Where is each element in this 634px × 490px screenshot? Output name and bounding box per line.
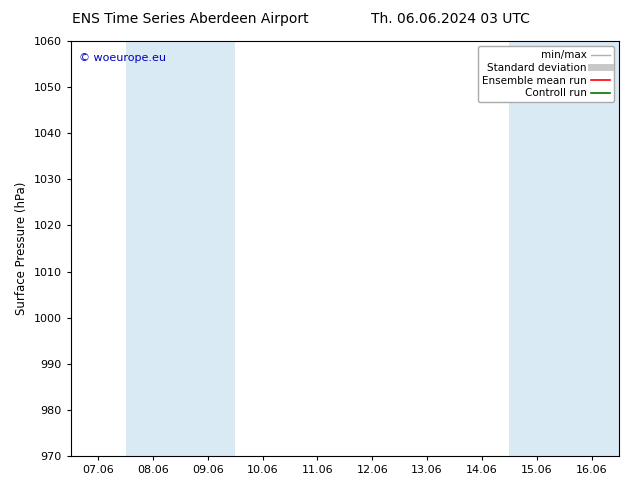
Title: ENS Time Series Aberdeen Airport    Th. 06.06.2024 03 UTC: ENS Time Series Aberdeen Airport Th. 06.… xyxy=(0,489,1,490)
Text: Th. 06.06.2024 03 UTC: Th. 06.06.2024 03 UTC xyxy=(371,12,529,26)
Text: © woeurope.eu: © woeurope.eu xyxy=(79,53,166,64)
Bar xyxy=(126,41,235,456)
Bar xyxy=(509,41,619,456)
Y-axis label: Surface Pressure (hPa): Surface Pressure (hPa) xyxy=(15,182,28,315)
Text: ENS Time Series Aberdeen Airport: ENS Time Series Aberdeen Airport xyxy=(72,12,309,26)
Legend: min/max, Standard deviation, Ensemble mean run, Controll run: min/max, Standard deviation, Ensemble me… xyxy=(478,46,614,102)
